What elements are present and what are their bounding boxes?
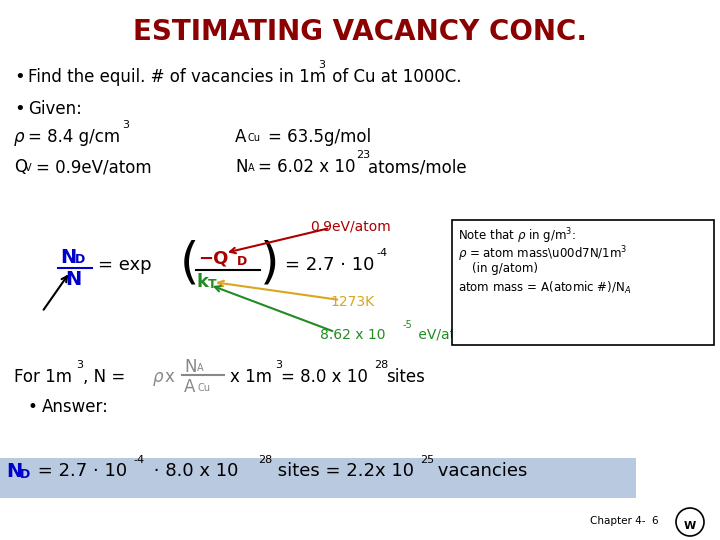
Text: atom mass = A(atomic #)/N$_A$: atom mass = A(atomic #)/N$_A$ xyxy=(458,280,631,296)
Text: •: • xyxy=(14,100,24,118)
Text: -4: -4 xyxy=(133,455,144,465)
Text: $\rho$ = atom mass\u00d7N/1m$^3$: $\rho$ = atom mass\u00d7N/1m$^3$ xyxy=(458,244,627,264)
Text: •: • xyxy=(14,68,24,86)
Text: eV/atom-K: eV/atom-K xyxy=(414,328,491,342)
Text: ): ) xyxy=(260,240,279,288)
Text: -4: -4 xyxy=(376,248,387,258)
Text: Note that $\rho$ in g/m$^3$:: Note that $\rho$ in g/m$^3$: xyxy=(458,226,576,246)
Text: ρ: ρ xyxy=(153,368,163,386)
Text: (in g/atom): (in g/atom) xyxy=(472,262,538,275)
Text: •: • xyxy=(28,398,38,416)
Text: For 1m: For 1m xyxy=(14,368,72,386)
Text: 25: 25 xyxy=(420,455,434,465)
Text: A: A xyxy=(248,163,255,173)
Text: = 6.02 x 10: = 6.02 x 10 xyxy=(258,158,356,176)
Text: Cu: Cu xyxy=(248,133,261,143)
Text: 8.62 x 10: 8.62 x 10 xyxy=(320,328,385,342)
Text: Cu: Cu xyxy=(197,383,210,393)
Text: · 8.0 x 10: · 8.0 x 10 xyxy=(148,462,238,480)
Text: D: D xyxy=(237,255,247,268)
Text: vacancies: vacancies xyxy=(432,462,527,480)
Text: D: D xyxy=(75,253,85,266)
Text: T: T xyxy=(208,278,217,291)
Text: N: N xyxy=(6,462,22,481)
Text: x: x xyxy=(165,368,175,386)
Text: = 63.5g/mol: = 63.5g/mol xyxy=(268,128,371,146)
Text: of Cu at 1000C.: of Cu at 1000C. xyxy=(327,68,462,86)
Text: 0.9eV/atom: 0.9eV/atom xyxy=(310,220,391,234)
Text: 3: 3 xyxy=(318,60,325,70)
Text: = 2.7 · 10: = 2.7 · 10 xyxy=(285,256,374,274)
Text: −Q: −Q xyxy=(198,250,228,268)
Text: k: k xyxy=(196,273,208,291)
Text: = 2.7 · 10: = 2.7 · 10 xyxy=(32,462,127,480)
Text: = 8.4 g/cm: = 8.4 g/cm xyxy=(28,128,120,146)
Text: Find the equil. # of vacancies in 1m: Find the equil. # of vacancies in 1m xyxy=(28,68,326,86)
Text: V: V xyxy=(25,163,32,173)
Text: Q: Q xyxy=(14,158,27,176)
Text: = 8.0 x 10: = 8.0 x 10 xyxy=(281,368,368,386)
Bar xyxy=(452,220,714,345)
Text: ρ: ρ xyxy=(14,128,24,146)
Text: 23: 23 xyxy=(356,150,370,160)
Text: 3: 3 xyxy=(76,360,83,370)
Text: 28: 28 xyxy=(374,360,388,370)
Text: D: D xyxy=(20,468,30,481)
Text: sites = 2.2x 10: sites = 2.2x 10 xyxy=(272,462,414,480)
Text: 3: 3 xyxy=(275,360,282,370)
Text: -5: -5 xyxy=(403,320,413,330)
Text: A: A xyxy=(184,378,195,396)
Text: = 0.9eV/atom: = 0.9eV/atom xyxy=(36,158,152,176)
Text: Given:: Given: xyxy=(28,100,82,118)
Text: Answer:: Answer: xyxy=(42,398,109,416)
Text: , N =: , N = xyxy=(83,368,125,386)
Text: sites: sites xyxy=(386,368,425,386)
Text: = exp: = exp xyxy=(98,256,152,274)
Text: ESTIMATING VACANCY CONC.: ESTIMATING VACANCY CONC. xyxy=(133,18,587,46)
Text: A: A xyxy=(197,363,204,373)
Text: N: N xyxy=(60,248,76,267)
Text: 28: 28 xyxy=(258,455,272,465)
Text: N: N xyxy=(65,270,81,289)
Bar xyxy=(0,458,636,498)
Text: 3: 3 xyxy=(122,120,129,130)
Text: W: W xyxy=(684,521,696,531)
Text: N: N xyxy=(184,358,197,376)
Text: N: N xyxy=(235,158,248,176)
Text: Chapter 4-  6: Chapter 4- 6 xyxy=(590,516,659,526)
Text: atoms/mole: atoms/mole xyxy=(368,158,467,176)
Text: A: A xyxy=(235,128,246,146)
Text: x 1m: x 1m xyxy=(230,368,272,386)
Text: 1273K: 1273K xyxy=(330,295,374,309)
Text: (: ( xyxy=(180,240,199,288)
